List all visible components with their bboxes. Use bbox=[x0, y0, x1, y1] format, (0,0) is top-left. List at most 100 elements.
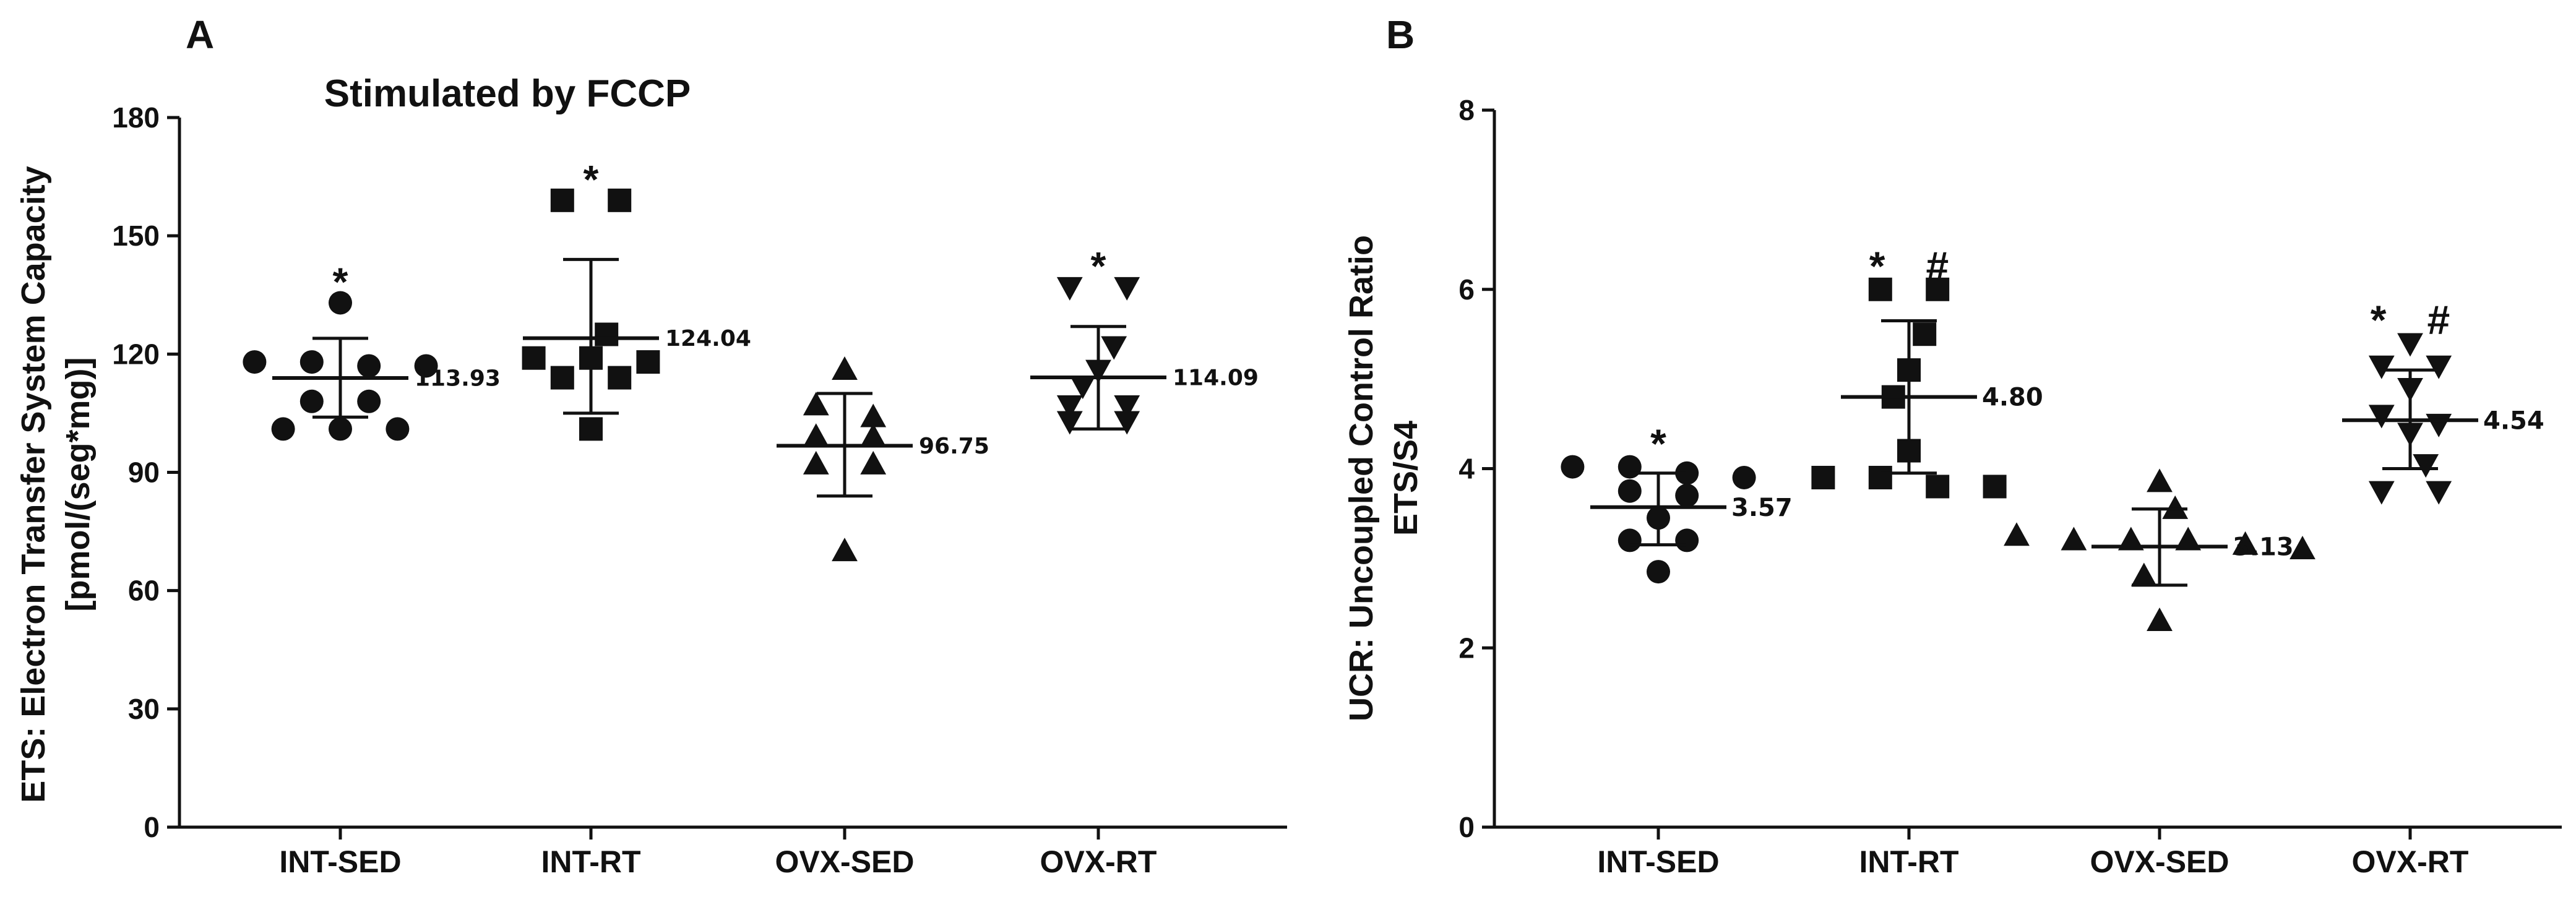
panel-a-data-point bbox=[1114, 395, 1140, 419]
panel-a-data-point bbox=[522, 346, 546, 370]
panel-b-data-point bbox=[1675, 528, 1699, 552]
panel-b-data-point bbox=[1561, 455, 1585, 479]
panel-a-data-point bbox=[860, 423, 887, 447]
panel-b-data-point bbox=[1675, 483, 1699, 507]
panel-b-data-point bbox=[1811, 465, 1835, 489]
panel-b-ylabel-line-1: UCR: Uncoupled Control Ratio bbox=[1343, 235, 1380, 721]
panel-a-data-point bbox=[832, 356, 858, 380]
panel-b-data-point bbox=[2426, 355, 2452, 379]
panel-a-letter: A bbox=[186, 12, 214, 57]
panel-a-data-point bbox=[243, 350, 267, 374]
panel-b-data-point bbox=[1868, 465, 1892, 489]
panel-a-data-point bbox=[608, 188, 632, 212]
panel-b-data-point bbox=[2290, 536, 2315, 560]
panel-b-data-point bbox=[2061, 526, 2087, 551]
panel-b-ylabel-line-2: ETS/S4 bbox=[1387, 421, 1424, 536]
panel-a-x-tick-label: OVX-RT bbox=[1040, 844, 1157, 879]
panel-b-data-point bbox=[2413, 454, 2439, 478]
panel-b-data-point bbox=[1913, 322, 1937, 346]
panel-b-y-tick-label: 0 bbox=[1458, 811, 1475, 843]
panel-a-data-point bbox=[1069, 376, 1096, 400]
panel-a: A Stimulated by FCCP ETS: Electron Trans… bbox=[15, 12, 1287, 879]
panel-b-y-tick-label: 4 bbox=[1458, 453, 1475, 485]
panel-b-data-point bbox=[1983, 475, 2007, 499]
panel-b-data-point bbox=[1618, 479, 1642, 503]
panel-a-data-point bbox=[299, 350, 324, 374]
panel-b-data-point bbox=[1647, 560, 1670, 584]
panel-a-data-point bbox=[1056, 411, 1083, 435]
panel-b-x-tick-label: INT-SED bbox=[1597, 844, 1719, 879]
panel-a-data-point bbox=[550, 366, 574, 390]
panel-a-y-tick-label: 0 bbox=[144, 811, 160, 843]
panel-a-group-ovx-rt: 114.09 * bbox=[1030, 244, 1259, 435]
panel-b-group-ovx-rt: 4.54 * # bbox=[2342, 297, 2544, 505]
panel-b: B UCR: Uncoupled Control Ratio ETS/S4 0 2… bbox=[1343, 12, 2562, 879]
panel-b-mean-label: 4.80 bbox=[1982, 384, 2043, 412]
panel-a-x-tick-label: OVX-SED bbox=[775, 844, 914, 879]
panel-a-x-tick-label: INT-SED bbox=[279, 844, 401, 879]
panel-b-plot: 0 2 4 6 8 INT-SED INT-RT OVX-SED OVX-RT 3.57 * 4.80… bbox=[1458, 94, 2562, 879]
panel-b-data-point bbox=[1732, 465, 1756, 489]
panel-a-ylabel-line-2: [pmol/(seg*mg)] bbox=[59, 358, 97, 612]
panel-b-group-ovx-sed: 3.13 bbox=[2004, 468, 2315, 631]
panel-a-data-point bbox=[595, 322, 619, 346]
panel-b-ylabel: UCR: Uncoupled Control Ratio ETS/S4 bbox=[1343, 235, 1424, 721]
panel-a-data-point bbox=[299, 389, 324, 413]
panel-a-significance-marker: * bbox=[584, 157, 599, 202]
panel-a-y-tick-label: 150 bbox=[112, 220, 160, 252]
panel-a-significance-marker: * bbox=[333, 260, 348, 304]
panel-b-data-point bbox=[2397, 333, 2423, 357]
panel-b-group-int-rt: 4.80 * # bbox=[1811, 243, 2043, 499]
panel-b-data-point bbox=[1926, 277, 1950, 301]
panel-b-data-point bbox=[2130, 562, 2157, 586]
panel-b-mean-label: 3.13 bbox=[2233, 533, 2294, 562]
panel-a-data-point bbox=[860, 450, 887, 475]
panel-a-data-point bbox=[1114, 411, 1140, 435]
panel-a-data-point bbox=[550, 188, 574, 212]
panel-a-data-point bbox=[803, 392, 829, 416]
panel-a-data-point bbox=[608, 366, 632, 390]
panel-b-mean-label: 4.54 bbox=[2483, 406, 2544, 435]
panel-b-data-point bbox=[1926, 475, 1950, 499]
panel-a-title: Stimulated by FCCP bbox=[324, 72, 691, 115]
panel-a-group-ovx-sed: 96.75 bbox=[777, 356, 989, 562]
panel-b-group-int-sed: 3.57 * bbox=[1561, 421, 1793, 584]
panel-a-data-point bbox=[329, 291, 352, 315]
panel-b-data-point bbox=[1868, 277, 1892, 301]
panel-b-y-tick-label: 8 bbox=[1458, 94, 1475, 126]
panel-a-data-point bbox=[1114, 277, 1140, 301]
panel-b-mean-label: 3.57 bbox=[1731, 494, 1793, 522]
panel-b-data-point bbox=[2117, 526, 2144, 551]
panel-a-plot: 0 30 60 90 120 150 180 INT-SED INT-RT OVX-SED OVX-… bbox=[112, 101, 1287, 879]
panel-b-significance-marker: * # bbox=[2371, 297, 2450, 343]
panel-b-x-tick-label: OVX-RT bbox=[2352, 844, 2469, 879]
panel-b-data-point bbox=[1675, 461, 1699, 485]
panel-b-data-point bbox=[2368, 405, 2395, 429]
panel-a-mean-label: 124.04 bbox=[665, 326, 751, 351]
panel-a-y-tick-label: 30 bbox=[128, 693, 160, 725]
panel-a-ylabel: ETS: Electron Transfer System Capacity [… bbox=[15, 166, 97, 802]
panel-b-data-point bbox=[2147, 468, 2173, 492]
panel-a-data-point bbox=[357, 389, 381, 413]
panel-a-data-point bbox=[832, 538, 858, 562]
panel-b-data-point bbox=[1618, 528, 1642, 552]
panel-a-mean-label: 114.09 bbox=[1173, 366, 1259, 391]
panel-b-data-point bbox=[2004, 522, 2030, 546]
panel-a-y-tick-label: 60 bbox=[128, 575, 160, 607]
panel-a-mean-label: 113.93 bbox=[415, 366, 501, 392]
panel-b-y-tick-label: 2 bbox=[1458, 632, 1475, 664]
panel-a-significance-marker: * bbox=[1091, 244, 1106, 288]
panel-a-data-point bbox=[271, 417, 295, 441]
panel-a-y-tick-label: 120 bbox=[112, 338, 160, 370]
panel-a-data-point bbox=[803, 450, 829, 475]
panel-a-data-point bbox=[1056, 277, 1083, 301]
panel-b-x-tick-label: OVX-SED bbox=[2090, 844, 2229, 879]
panel-a-data-point bbox=[357, 354, 381, 378]
panel-a-data-point bbox=[329, 417, 352, 441]
panel-a-x-tick-label: INT-RT bbox=[541, 844, 640, 879]
panel-b-significance-marker: * bbox=[1650, 421, 1666, 466]
panel-a-data-point bbox=[803, 423, 829, 447]
panel-b-data-point bbox=[2162, 495, 2189, 519]
panel-b-letter: B bbox=[1386, 12, 1415, 57]
